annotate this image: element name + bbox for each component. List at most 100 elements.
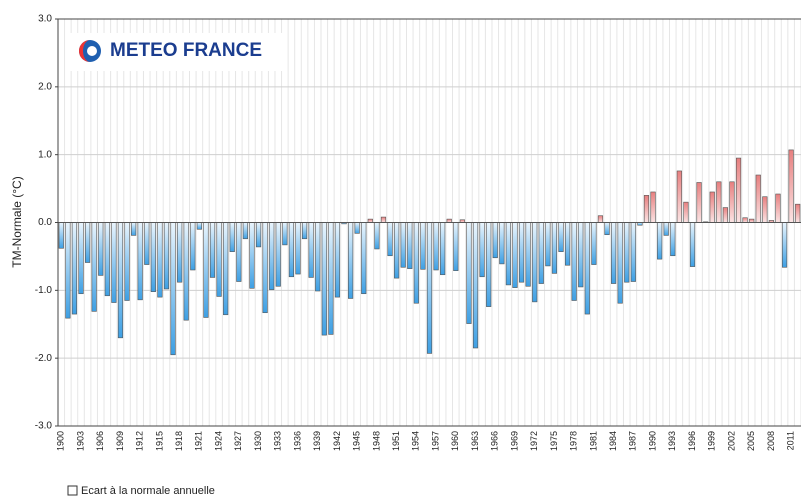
bar bbox=[190, 222, 196, 271]
bar bbox=[242, 222, 248, 240]
bar bbox=[486, 222, 492, 307]
bar bbox=[584, 222, 590, 315]
bar bbox=[150, 222, 156, 292]
bar bbox=[722, 207, 728, 223]
bar bbox=[216, 222, 222, 297]
bar bbox=[321, 222, 327, 336]
x-tick-label: 1909 bbox=[115, 431, 125, 451]
bar bbox=[380, 216, 387, 223]
bar bbox=[275, 222, 281, 287]
x-tick-label: 1942 bbox=[332, 431, 342, 451]
legend-label: Ecart à la normale annuelle bbox=[81, 485, 215, 497]
bar bbox=[348, 222, 354, 299]
bar bbox=[735, 157, 742, 223]
bar bbox=[617, 222, 623, 304]
bar bbox=[538, 222, 544, 284]
bar bbox=[374, 222, 380, 250]
bar bbox=[163, 222, 170, 290]
bar bbox=[591, 222, 597, 265]
bar bbox=[683, 201, 689, 223]
bar bbox=[505, 222, 511, 286]
bar bbox=[249, 222, 255, 289]
x-tick-label: 1975 bbox=[549, 431, 559, 451]
y-axis-label: TM-Normale (°C) bbox=[10, 176, 24, 267]
bar bbox=[407, 222, 413, 269]
bar bbox=[157, 222, 163, 298]
x-tick-label: 1987 bbox=[628, 431, 638, 451]
bar bbox=[315, 222, 321, 292]
y-tick-label: 1.0 bbox=[38, 149, 52, 160]
x-tick-label: 1945 bbox=[352, 431, 362, 451]
bar bbox=[223, 222, 229, 316]
bar bbox=[472, 222, 479, 349]
bar bbox=[387, 222, 393, 257]
logo: METEO FRANCE bbox=[70, 33, 285, 71]
x-tick-label: 1951 bbox=[391, 431, 401, 451]
bar bbox=[262, 222, 268, 314]
bar bbox=[453, 222, 459, 271]
bar bbox=[209, 222, 216, 278]
bar bbox=[624, 222, 630, 283]
bar bbox=[440, 222, 446, 276]
bar bbox=[91, 222, 97, 312]
bar bbox=[104, 222, 110, 297]
bar bbox=[532, 222, 538, 303]
bar bbox=[334, 222, 341, 298]
bar bbox=[426, 222, 433, 354]
bar bbox=[413, 222, 419, 304]
y-tick-label: -2.0 bbox=[35, 353, 53, 364]
x-tick-label: 1960 bbox=[450, 431, 460, 451]
bar bbox=[301, 222, 308, 240]
x-tick-label: 1954 bbox=[411, 431, 421, 451]
bar bbox=[564, 222, 571, 266]
y-tick-label: 3.0 bbox=[38, 14, 52, 25]
x-tick-label: 1939 bbox=[312, 431, 322, 451]
x-tick-label: 1984 bbox=[608, 431, 618, 451]
x-tick-label: 1999 bbox=[707, 431, 717, 451]
x-tick-label: 1915 bbox=[154, 431, 164, 451]
x-tick-label: 1903 bbox=[75, 431, 85, 451]
bar bbox=[755, 174, 761, 223]
bar bbox=[65, 222, 71, 319]
y-tick-label: 0.0 bbox=[38, 217, 52, 228]
bar bbox=[328, 222, 334, 335]
bar bbox=[551, 222, 558, 274]
x-tick-label: 1990 bbox=[647, 431, 657, 451]
bar bbox=[308, 222, 314, 278]
x-tick-label: 1981 bbox=[588, 431, 598, 451]
bar bbox=[98, 222, 104, 276]
x-tick-label: 1948 bbox=[371, 431, 381, 451]
bar bbox=[117, 222, 124, 339]
x-tick-label: 1993 bbox=[667, 431, 677, 451]
x-tick-label: 1972 bbox=[529, 431, 539, 451]
bar bbox=[433, 222, 439, 271]
bar bbox=[716, 181, 722, 223]
bar bbox=[545, 222, 551, 267]
bar bbox=[571, 222, 577, 301]
bar bbox=[775, 193, 781, 223]
y-tick-label: -3.0 bbox=[35, 421, 53, 432]
bar bbox=[492, 222, 498, 259]
legend-swatch bbox=[67, 485, 78, 496]
bar bbox=[367, 218, 373, 223]
bar bbox=[183, 222, 189, 321]
y-tick-label: 2.0 bbox=[38, 81, 52, 92]
bar bbox=[795, 203, 801, 223]
y-tick-label: -1.0 bbox=[35, 285, 53, 296]
bar bbox=[781, 222, 788, 268]
bar bbox=[466, 222, 472, 324]
x-tick-label: 1921 bbox=[194, 431, 204, 451]
bar bbox=[236, 222, 242, 282]
bar bbox=[558, 222, 564, 252]
bar bbox=[643, 195, 650, 223]
bar bbox=[361, 222, 367, 295]
x-tick-label: 1957 bbox=[430, 431, 440, 451]
bar bbox=[203, 222, 209, 318]
bar bbox=[124, 222, 130, 301]
bar bbox=[689, 222, 696, 267]
bar bbox=[676, 170, 682, 223]
bar bbox=[630, 222, 636, 282]
bar bbox=[446, 218, 452, 223]
bar bbox=[255, 222, 262, 248]
